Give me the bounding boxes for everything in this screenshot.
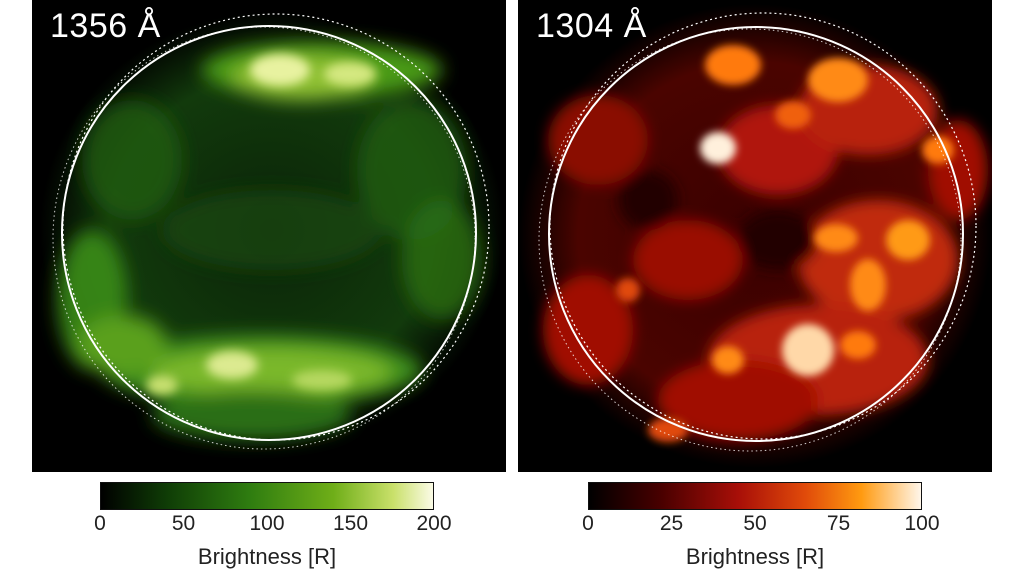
emission-blobs xyxy=(57,42,482,440)
limb-circle xyxy=(548,26,964,442)
emission-image-1304 xyxy=(518,0,992,472)
colorbar-tick: 50 xyxy=(171,512,196,535)
colorbar-tick: 0 xyxy=(582,512,594,535)
colorbar-1356: 0 50 100 150 200 Brightness [R] xyxy=(94,482,452,569)
image-panel-1304: 1304 Å xyxy=(518,0,992,472)
colorbar-tick: 200 xyxy=(416,512,452,535)
colorbar-gradient xyxy=(588,482,922,510)
colorbar-tick: 100 xyxy=(249,512,285,535)
colorbar-ticks: 0 50 100 150 200 xyxy=(94,510,451,540)
colorbar-tick: 100 xyxy=(904,512,940,535)
colorbar-title: Brightness [R] xyxy=(685,544,825,569)
limb-circle-dotted xyxy=(62,13,490,441)
colorbar-tick: 75 xyxy=(826,512,851,535)
colorbar-tick: 50 xyxy=(743,512,767,535)
wavelength-label: 1304 Å xyxy=(536,7,647,45)
emission-image-1356 xyxy=(32,0,506,472)
limb-circle-dotted xyxy=(549,12,977,440)
colorbar-gradient xyxy=(100,482,434,510)
colorbar-ticks: 0 25 50 75 100 xyxy=(582,510,939,540)
colorbar-tick: 25 xyxy=(659,512,684,535)
colorbar-title: Brightness [R] xyxy=(197,544,337,569)
wavelength-label: 1356 Å xyxy=(50,7,161,45)
limb-circle-dotted-2 xyxy=(538,28,962,452)
colorbar-tick: 150 xyxy=(332,512,369,535)
colorbar-tick: 0 xyxy=(94,512,106,535)
colorbar-1304: 0 25 50 75 100 Brightness [R] xyxy=(582,482,940,569)
image-panel-1356: 1356 Å xyxy=(32,0,506,472)
limb-circle-dotted-2 xyxy=(52,26,476,450)
